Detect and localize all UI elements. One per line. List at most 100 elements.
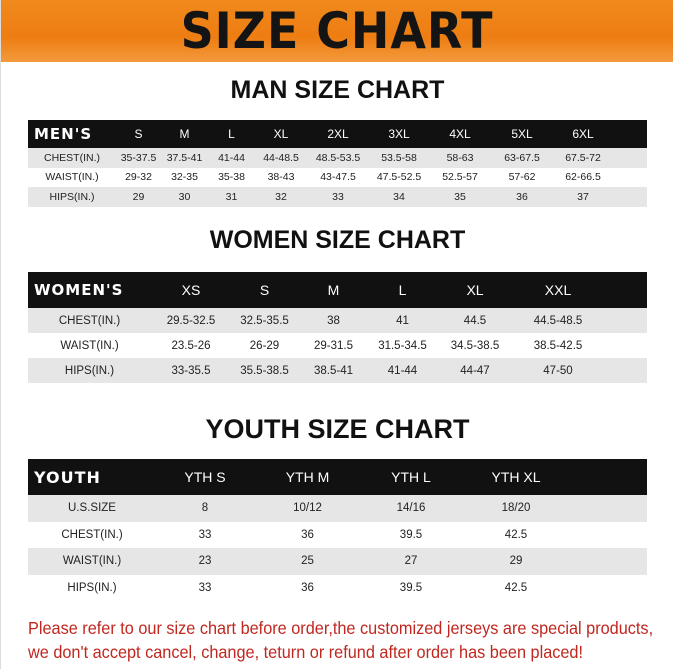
table-cell: 14/16 [396, 502, 426, 515]
table-cell: 43-47.5 [320, 171, 356, 184]
notice-line-2: we don't accept cancel, change, teturn o… [28, 642, 584, 662]
table-cell: 57-62 [508, 171, 536, 184]
table-row: WAIST(IN.) 23 25 27 29 [28, 548, 647, 575]
table-cell: 29 [132, 190, 145, 203]
size-column-header: L [398, 282, 407, 298]
measurement-label: HIPS(IN.) [49, 190, 95, 203]
table-row: HIPS(IN.) 29 30 31 32 33 34 35 36 37 [28, 187, 647, 207]
table-cell: 35 [454, 190, 466, 203]
size-column-header: YTH L [391, 469, 431, 485]
table-row: CHEST(IN.) 29.5-32.5 32.5-35.5 38 41 44.5 44.5… [28, 308, 647, 333]
size-column-header: 4XL [449, 127, 471, 141]
table-cell: 34.5-38.5 [450, 339, 500, 352]
table-row: CHEST(IN.) 35-37.5 37.5-41 41-44 44-48.5 48.5… [28, 148, 647, 168]
table-row: HIPS(IN.) 33-35.5 35.5-38.5 38.5-41 41-44 44-… [28, 358, 647, 383]
notice-line-1: Please refer to our size chart before or… [28, 618, 654, 638]
size-column-header: 5XL [511, 127, 533, 141]
size-column-header: M [179, 127, 190, 141]
table-cell: 44-48.5 [263, 151, 299, 164]
table-row: U.S.SIZE 8 10/12 14/16 18/20 [28, 495, 647, 522]
table-cell: 36 [301, 581, 314, 594]
table-cell: 23 [198, 555, 212, 568]
measurement-label: HIPS(IN.) [64, 364, 115, 377]
women-section-title: WOMEN SIZE CHART [209, 226, 466, 254]
table-cell: 37 [577, 190, 589, 203]
table-cell: 33-35.5 [171, 364, 211, 377]
table-cell: 38-43 [267, 171, 295, 184]
table-cell: 38.5-42.5 [533, 339, 583, 352]
banner-title: SIZE CHART [181, 2, 494, 60]
size-column-header: YTH XL [491, 469, 541, 485]
table-cell: 44.5 [463, 314, 487, 327]
table-cell: 38 [327, 314, 340, 327]
table-cell: 47-50 [543, 364, 573, 377]
table-cell: 33 [198, 581, 212, 594]
size-column-header: S [134, 127, 143, 141]
table-cell: 62-66.5 [565, 171, 601, 184]
measurement-label: WAIST(IN.) [60, 339, 119, 352]
measurement-label: WAIST(IN.) [45, 171, 99, 184]
table-cell: 35-37.5 [120, 151, 157, 164]
table-cell: 31.5-34.5 [378, 339, 427, 352]
size-column-header: L [228, 127, 235, 141]
measurement-label: WAIST(IN.) [62, 555, 122, 568]
table-cell: 23.5-26 [171, 339, 211, 352]
table-cell: 32 [275, 190, 287, 203]
youth-header-row: YOUTH YTH S YTH M YTH L YTH XL [28, 459, 647, 495]
table-cell: 31 [225, 190, 238, 203]
order-notice: Please refer to our size chart before or… [28, 616, 654, 664]
women-size-table: WOMEN'S XS S M L XL XXL CHEST(IN.) 29.5-32.5 32.5… [28, 272, 647, 383]
table-cell: 34 [393, 190, 405, 203]
size-column-header: XL [466, 282, 484, 298]
table-cell: 29-31.5 [313, 339, 353, 352]
table-cell: 36 [516, 190, 528, 203]
table-cell: 35.5-38.5 [240, 364, 289, 377]
table-row: WAIST(IN.) 23.5-26 26-29 29-31.5 31.5-34.5 34… [28, 333, 647, 358]
table-cell: 37.5-41 [166, 151, 203, 164]
table-cell: 47.5-52.5 [376, 171, 422, 184]
size-column-header: 6XL [572, 127, 594, 141]
size-column-header: XL [273, 127, 289, 141]
size-column-header: M [327, 282, 340, 298]
table-cell: 10/12 [293, 502, 322, 515]
table-cell: 26-29 [249, 339, 280, 352]
youth-section-title: YOUTH SIZE CHART [205, 414, 470, 444]
table-header-label: WOMEN'S [34, 281, 124, 299]
table-cell: 42.5 [504, 528, 528, 541]
size-column-header: YTH M [285, 469, 330, 485]
table-row: WAIST(IN.) 29-32 32-35 35-38 38-43 43-47.5 47.… [28, 168, 647, 188]
table-cell: 52.5-57 [442, 171, 478, 184]
table-cell: 48.5-53.5 [315, 151, 361, 164]
table-cell: 44.5-48.5 [533, 314, 583, 327]
title-banner: SIZE CHART [1, 0, 673, 62]
table-cell: 41-44 [218, 151, 245, 164]
table-cell: 29.5-32.5 [166, 314, 216, 327]
size-column-header: 2XL [327, 127, 349, 141]
table-row: CHEST(IN.) 33 36 39.5 42.5 [28, 522, 647, 549]
table-cell: 33 [332, 190, 344, 203]
youth-size-table: YOUTH YTH S YTH M YTH L YTH XL U.S.SIZE 8 10/12… [28, 459, 647, 601]
table-cell: 63-67.5 [504, 151, 540, 164]
table-cell: 33 [198, 528, 212, 541]
table-cell: 32.5-35.5 [240, 314, 289, 327]
size-column-header: XS [181, 282, 201, 298]
table-cell: 58-63 [446, 151, 474, 164]
men-header-row: MEN'S S M L XL 2XL 3XL 4XL 5XL 6XL [28, 120, 647, 148]
measurement-label: HIPS(IN.) [67, 581, 117, 594]
table-cell: 41-44 [387, 364, 418, 377]
table-cell: 44-47 [460, 364, 490, 377]
size-column-header: S [259, 282, 270, 298]
table-cell: 39.5 [399, 528, 423, 541]
table-cell: 25 [301, 555, 314, 568]
table-cell: 53.5-58 [381, 151, 417, 164]
table-cell: 36 [301, 528, 314, 541]
measurement-label: CHEST(IN.) [44, 151, 100, 164]
table-cell: 42.5 [504, 581, 528, 594]
measurement-label: U.S.SIZE [68, 502, 116, 515]
table-header-label: YOUTH [34, 467, 101, 487]
measurement-label: CHEST(IN.) [61, 528, 123, 541]
table-cell: 18/20 [501, 502, 531, 515]
table-cell: 8 [201, 502, 209, 515]
table-row: HIPS(IN.) 33 36 39.5 42.5 [28, 575, 647, 602]
